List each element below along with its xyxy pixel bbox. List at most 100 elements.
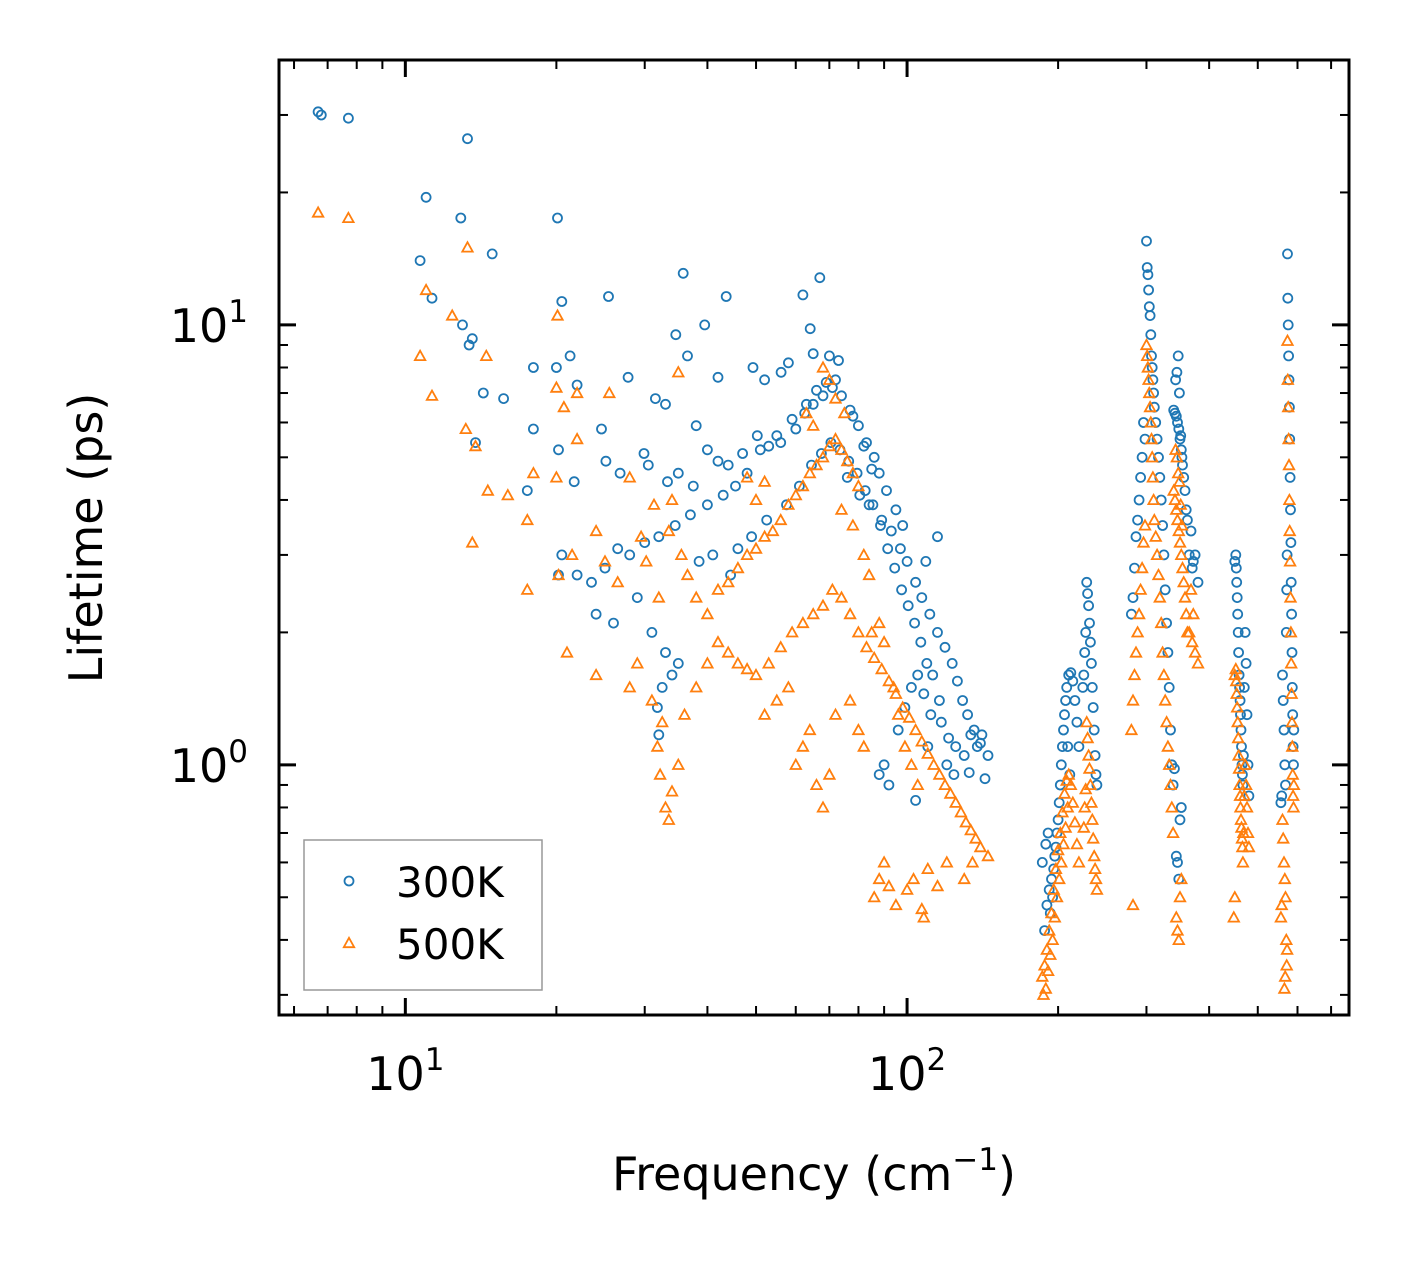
data-point xyxy=(1042,827,1054,839)
data-point xyxy=(1188,645,1202,658)
data-point xyxy=(749,667,763,681)
data-point xyxy=(1285,537,1297,548)
data-point xyxy=(749,492,763,506)
data-point xyxy=(1232,777,1247,790)
data-point xyxy=(1081,748,1096,761)
data-point xyxy=(690,420,702,432)
data-point xyxy=(1275,797,1287,809)
data-point xyxy=(1191,656,1205,669)
data-point xyxy=(1236,855,1250,868)
data-point xyxy=(895,543,906,555)
data-point xyxy=(1231,731,1245,744)
data-point xyxy=(1187,556,1199,567)
data-point xyxy=(1061,767,1076,780)
x-tick-label: 101 xyxy=(366,1042,444,1101)
data-point xyxy=(596,423,607,435)
data-point xyxy=(466,333,478,345)
data-point xyxy=(1186,607,1201,620)
legend-marker xyxy=(343,875,355,887)
data-point xyxy=(1061,682,1073,693)
data-point xyxy=(1126,693,1140,706)
data-point xyxy=(1055,759,1067,771)
data-point xyxy=(650,393,661,405)
data-point xyxy=(737,448,748,459)
data-point xyxy=(757,474,772,487)
data-point xyxy=(915,636,927,648)
data-point xyxy=(859,640,874,653)
data-point xyxy=(874,662,889,675)
data-point xyxy=(1184,582,1198,595)
data-point xyxy=(1240,658,1252,669)
data-point xyxy=(1159,715,1174,728)
data-point xyxy=(954,805,968,818)
data-point xyxy=(419,282,433,296)
data-point xyxy=(1173,423,1185,435)
data-point xyxy=(771,430,783,442)
data-point xyxy=(873,769,885,780)
data-point xyxy=(630,656,645,669)
data-point xyxy=(917,910,931,923)
data-point xyxy=(1277,981,1292,994)
data-point xyxy=(926,757,941,770)
data-point xyxy=(796,739,810,752)
data-point xyxy=(943,732,954,744)
data-point xyxy=(459,421,473,435)
data-point xyxy=(598,554,612,567)
data-point xyxy=(822,767,837,780)
data-point xyxy=(1227,910,1241,923)
data-point xyxy=(900,882,914,895)
data-point xyxy=(455,212,467,224)
data-point xyxy=(1150,547,1164,560)
data-point xyxy=(1157,520,1168,531)
data-point xyxy=(1087,849,1101,862)
data-point xyxy=(1141,360,1155,373)
data-point xyxy=(624,549,636,561)
data-point xyxy=(1284,625,1298,638)
data-point xyxy=(315,109,327,121)
data-point xyxy=(590,608,602,620)
data-point xyxy=(1036,857,1048,868)
tick-labels: 101 102 100 101 xyxy=(170,294,946,1101)
data-point xyxy=(1084,617,1095,629)
data-point xyxy=(1083,777,1098,790)
data-point xyxy=(1283,590,1298,603)
data-point xyxy=(614,467,626,479)
data-point xyxy=(901,556,913,567)
data-point xyxy=(1154,616,1168,629)
series-500K xyxy=(311,205,1301,1000)
data-point xyxy=(1175,802,1187,813)
data-point xyxy=(1282,292,1294,304)
data-point xyxy=(965,855,980,868)
data-point xyxy=(1143,301,1155,313)
data-point xyxy=(700,656,715,669)
data-point xyxy=(687,480,699,492)
data-point xyxy=(1286,647,1298,658)
data-point xyxy=(1229,556,1241,567)
data-point xyxy=(1066,795,1080,808)
data-point xyxy=(662,476,673,488)
data-point xyxy=(608,617,619,629)
data-point xyxy=(1285,739,1300,752)
data-point xyxy=(1242,840,1256,853)
data-point xyxy=(1232,608,1244,620)
data-point xyxy=(1136,451,1148,463)
data-point xyxy=(957,695,968,706)
data-point xyxy=(712,455,724,467)
data-point xyxy=(766,523,780,537)
data-point xyxy=(1159,584,1171,596)
data-point xyxy=(920,556,932,567)
data-point xyxy=(725,569,736,581)
data-point xyxy=(1040,838,1052,850)
data-point xyxy=(837,406,852,419)
data-point xyxy=(1144,310,1156,322)
data-point xyxy=(846,518,860,531)
data-point xyxy=(1158,693,1172,706)
data-point xyxy=(553,444,564,456)
data-point xyxy=(740,547,754,560)
data-point xyxy=(1056,837,1071,850)
data-point xyxy=(971,741,983,752)
data-point xyxy=(816,598,830,611)
data-point xyxy=(721,645,735,658)
data-point xyxy=(1163,682,1175,693)
data-point xyxy=(655,715,669,728)
